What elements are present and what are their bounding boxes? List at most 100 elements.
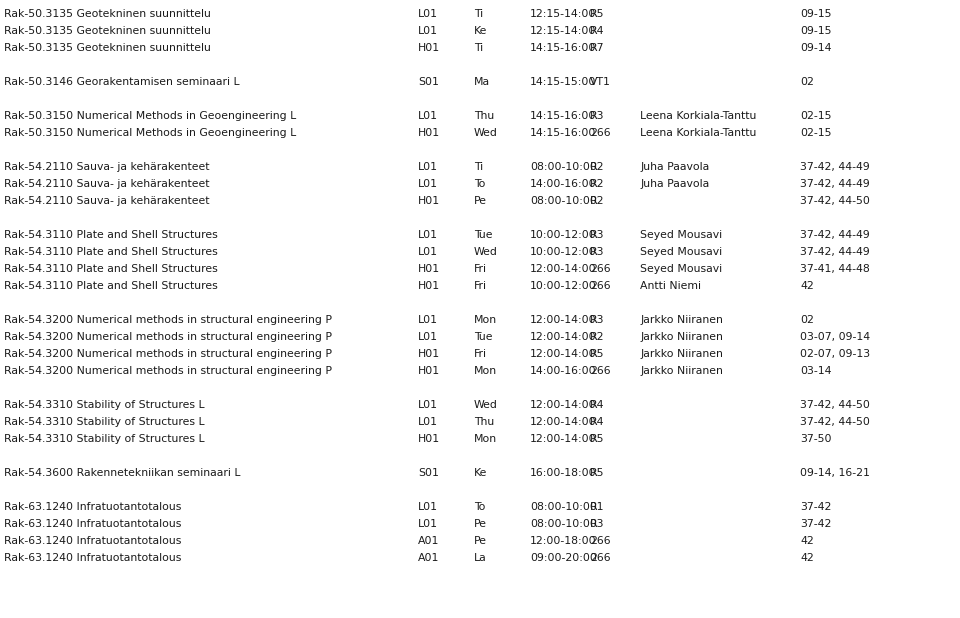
Text: Rak-54.2110 Sauva- ja kehärakenteet: Rak-54.2110 Sauva- ja kehärakenteet — [4, 162, 209, 172]
Text: R5: R5 — [590, 349, 605, 359]
Text: Leena Korkiala-Tanttu: Leena Korkiala-Tanttu — [640, 111, 756, 121]
Text: Pe: Pe — [474, 536, 487, 546]
Text: Thu: Thu — [474, 111, 494, 121]
Text: To: To — [474, 502, 486, 512]
Text: La: La — [474, 553, 487, 563]
Text: 37-42, 44-50: 37-42, 44-50 — [800, 400, 870, 410]
Text: R4: R4 — [590, 400, 605, 410]
Text: 42: 42 — [800, 536, 814, 546]
Text: 10:00-12:00: 10:00-12:00 — [530, 230, 597, 240]
Text: Rak-50.3135 Geotekninen suunnittelu: Rak-50.3135 Geotekninen suunnittelu — [4, 43, 211, 53]
Text: H01: H01 — [418, 349, 440, 359]
Text: H01: H01 — [418, 434, 440, 444]
Text: Rak-54.3110 Plate and Shell Structures: Rak-54.3110 Plate and Shell Structures — [4, 247, 218, 257]
Text: Fri: Fri — [474, 264, 487, 274]
Text: Tue: Tue — [474, 230, 492, 240]
Text: 08:00-10:00: 08:00-10:00 — [530, 196, 597, 206]
Text: 12:00-14:00: 12:00-14:00 — [530, 349, 596, 359]
Text: Rak-63.1240 Infratuotantotalous: Rak-63.1240 Infratuotantotalous — [4, 502, 181, 512]
Text: 16:00-18:00: 16:00-18:00 — [530, 468, 596, 478]
Text: R2: R2 — [590, 162, 605, 172]
Text: 12:00-14:00: 12:00-14:00 — [530, 264, 596, 274]
Text: R7: R7 — [590, 43, 605, 53]
Text: H01: H01 — [418, 128, 440, 138]
Text: R2: R2 — [590, 332, 605, 342]
Text: 08:00-10:00: 08:00-10:00 — [530, 162, 597, 172]
Text: Rak-50.3146 Georakentamisen seminaari L: Rak-50.3146 Georakentamisen seminaari L — [4, 77, 240, 87]
Text: 266: 266 — [590, 264, 611, 274]
Text: 12:00-14:00: 12:00-14:00 — [530, 434, 596, 444]
Text: Rak-54.2110 Sauva- ja kehärakenteet: Rak-54.2110 Sauva- ja kehärakenteet — [4, 179, 209, 189]
Text: Rak-54.3110 Plate and Shell Structures: Rak-54.3110 Plate and Shell Structures — [4, 230, 218, 240]
Text: Pe: Pe — [474, 196, 487, 206]
Text: Tue: Tue — [474, 332, 492, 342]
Text: H01: H01 — [418, 281, 440, 291]
Text: Jarkko Niiranen: Jarkko Niiranen — [640, 349, 723, 359]
Text: Thu: Thu — [474, 417, 494, 427]
Text: 09:00-20:00: 09:00-20:00 — [530, 553, 597, 563]
Text: Rak-54.3310 Stability of Structures L: Rak-54.3310 Stability of Structures L — [4, 434, 204, 444]
Text: 08:00-10:00: 08:00-10:00 — [530, 502, 597, 512]
Text: Wed: Wed — [474, 400, 498, 410]
Text: R2: R2 — [590, 196, 605, 206]
Text: 266: 266 — [590, 536, 611, 546]
Text: R3: R3 — [590, 230, 605, 240]
Text: 12:00-14:00: 12:00-14:00 — [530, 400, 596, 410]
Text: Rak-54.3200 Numerical methods in structural engineering P: Rak-54.3200 Numerical methods in structu… — [4, 315, 332, 325]
Text: Fri: Fri — [474, 349, 487, 359]
Text: VT1: VT1 — [590, 77, 611, 87]
Text: Rak-63.1240 Infratuotantotalous: Rak-63.1240 Infratuotantotalous — [4, 519, 181, 529]
Text: 37-50: 37-50 — [800, 434, 831, 444]
Text: L01: L01 — [418, 9, 438, 19]
Text: Rak-50.3150 Numerical Methods in Geoengineering L: Rak-50.3150 Numerical Methods in Geoengi… — [4, 128, 297, 138]
Text: Rak-54.2110 Sauva- ja kehärakenteet: Rak-54.2110 Sauva- ja kehärakenteet — [4, 196, 209, 206]
Text: R4: R4 — [590, 417, 605, 427]
Text: Ti: Ti — [474, 9, 483, 19]
Text: 02: 02 — [800, 77, 814, 87]
Text: 09-15: 09-15 — [800, 9, 831, 19]
Text: Rak-63.1240 Infratuotantotalous: Rak-63.1240 Infratuotantotalous — [4, 553, 181, 563]
Text: 37-42, 44-50: 37-42, 44-50 — [800, 196, 870, 206]
Text: 37-42: 37-42 — [800, 519, 831, 529]
Text: Wed: Wed — [474, 247, 498, 257]
Text: L01: L01 — [418, 332, 438, 342]
Text: Seyed Mousavi: Seyed Mousavi — [640, 230, 722, 240]
Text: Juha Paavola: Juha Paavola — [640, 179, 709, 189]
Text: Jarkko Niiranen: Jarkko Niiranen — [640, 315, 723, 325]
Text: Ke: Ke — [474, 26, 488, 36]
Text: L01: L01 — [418, 519, 438, 529]
Text: 12:00-14:00: 12:00-14:00 — [530, 417, 596, 427]
Text: Jarkko Niiranen: Jarkko Niiranen — [640, 366, 723, 376]
Text: Rak-54.3200 Numerical methods in structural engineering P: Rak-54.3200 Numerical methods in structu… — [4, 332, 332, 342]
Text: Mon: Mon — [474, 315, 497, 325]
Text: S01: S01 — [418, 468, 439, 478]
Text: R5: R5 — [590, 9, 605, 19]
Text: Rak-54.3110 Plate and Shell Structures: Rak-54.3110 Plate and Shell Structures — [4, 264, 218, 274]
Text: 12:00-14:00: 12:00-14:00 — [530, 332, 596, 342]
Text: 09-15: 09-15 — [800, 26, 831, 36]
Text: R4: R4 — [590, 26, 605, 36]
Text: Rak-63.1240 Infratuotantotalous: Rak-63.1240 Infratuotantotalous — [4, 536, 181, 546]
Text: Rak-50.3135 Geotekninen suunnittelu: Rak-50.3135 Geotekninen suunnittelu — [4, 9, 211, 19]
Text: R3: R3 — [590, 315, 605, 325]
Text: Rak-54.3310 Stability of Structures L: Rak-54.3310 Stability of Structures L — [4, 417, 204, 427]
Text: Mon: Mon — [474, 366, 497, 376]
Text: 42: 42 — [800, 553, 814, 563]
Text: 02: 02 — [800, 315, 814, 325]
Text: L01: L01 — [418, 502, 438, 512]
Text: 09-14, 16-21: 09-14, 16-21 — [800, 468, 870, 478]
Text: 37-42, 44-49: 37-42, 44-49 — [800, 179, 870, 189]
Text: Rak-50.3135 Geotekninen suunnittelu: Rak-50.3135 Geotekninen suunnittelu — [4, 26, 211, 36]
Text: H01: H01 — [418, 196, 440, 206]
Text: 37-42: 37-42 — [800, 502, 831, 512]
Text: Pe: Pe — [474, 519, 487, 529]
Text: 12:15-14:00: 12:15-14:00 — [530, 9, 596, 19]
Text: A01: A01 — [418, 536, 440, 546]
Text: 10:00-12:00: 10:00-12:00 — [530, 247, 597, 257]
Text: Wed: Wed — [474, 128, 498, 138]
Text: L01: L01 — [418, 400, 438, 410]
Text: 02-15: 02-15 — [800, 111, 831, 121]
Text: 09-14: 09-14 — [800, 43, 831, 53]
Text: Rak-54.3200 Numerical methods in structural engineering P: Rak-54.3200 Numerical methods in structu… — [4, 366, 332, 376]
Text: R5: R5 — [590, 468, 605, 478]
